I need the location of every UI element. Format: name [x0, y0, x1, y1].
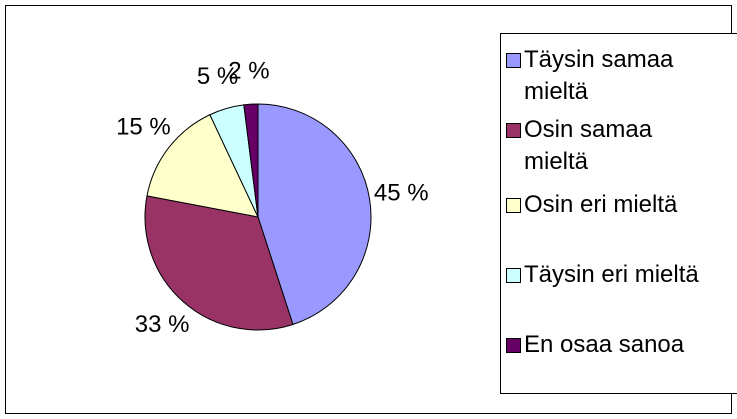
- data-label: 45 %: [374, 180, 429, 207]
- legend-entry: En osaa sanoa: [506, 329, 716, 361]
- legend-label: Täysin eri mieltä: [524, 261, 699, 288]
- legend-swatch: [506, 338, 521, 353]
- pie-slice: [144, 195, 294, 331]
- legend-label: En osaa sanoa: [524, 331, 685, 358]
- data-label: 2 %: [228, 58, 269, 85]
- legend-label: Osin eri mieltä: [524, 191, 678, 218]
- pie-slice: [146, 114, 259, 218]
- legend-swatch: [506, 268, 521, 283]
- data-label: 15 %: [116, 113, 171, 140]
- legend-swatch: [506, 198, 521, 213]
- legend-entry: Osin samaa mieltä: [506, 114, 716, 178]
- legend-entry: Täysin samaa mieltä: [506, 44, 716, 108]
- legend-swatch: [506, 53, 521, 68]
- data-label: 5 %: [197, 63, 238, 90]
- legend-entry: Osin eri mieltä: [506, 189, 716, 221]
- legend-entry: Täysin eri mieltä: [506, 259, 716, 291]
- legend-label: Osin samaa mieltä: [524, 116, 653, 175]
- legend-swatch: [506, 123, 521, 138]
- pie-slice: [257, 103, 372, 326]
- data-label: 33 %: [135, 311, 190, 338]
- pie-slice: [243, 103, 259, 218]
- legend-label: Täysin samaa mieltä: [524, 46, 674, 105]
- legend-box: [500, 33, 737, 394]
